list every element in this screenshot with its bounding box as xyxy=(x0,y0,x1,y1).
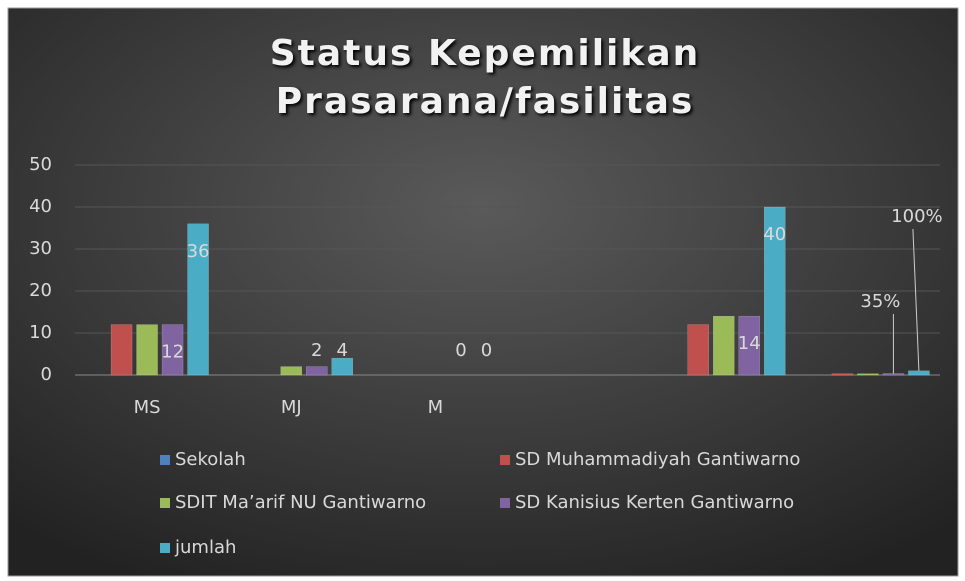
data-label: 0 xyxy=(481,340,492,361)
y-tick-label: 30 xyxy=(29,238,52,259)
legend-marker xyxy=(500,498,510,508)
legend-marker xyxy=(160,543,170,553)
bar xyxy=(331,357,353,376)
y-tick-label: 20 xyxy=(29,280,52,301)
legend-label: SDIT Ma’arif NU Gantiwarno xyxy=(175,492,426,513)
bar xyxy=(136,324,158,376)
leader-line xyxy=(912,228,920,371)
data-label: 4 xyxy=(337,340,348,361)
bar xyxy=(831,373,854,376)
legend-marker xyxy=(500,455,510,465)
x-tick-label: M xyxy=(428,397,444,418)
data-label: 14 xyxy=(738,333,761,354)
chart-background xyxy=(7,7,959,577)
bar xyxy=(187,223,209,376)
bar xyxy=(713,315,735,376)
y-tick-label: 40 xyxy=(29,196,52,217)
bar xyxy=(110,324,133,376)
data-label: 36 xyxy=(187,241,210,262)
data-label: 2 xyxy=(311,340,322,361)
bar xyxy=(857,373,879,376)
bar xyxy=(908,370,930,376)
data-label: 12 xyxy=(161,342,184,363)
y-tick-label: 0 xyxy=(41,364,52,385)
chart-title: Status Kepemilikan Prasarana/fasilitas xyxy=(269,33,701,122)
data-label: 0 xyxy=(455,340,466,361)
x-tick-label: MJ xyxy=(281,397,302,418)
y-tick-label: 10 xyxy=(29,322,52,343)
bar xyxy=(687,324,709,376)
legend-marker xyxy=(160,455,170,465)
legend-label: SD Muhammadiyah Gantiwarno xyxy=(515,449,800,470)
data-label: 40 xyxy=(763,224,786,245)
bar xyxy=(738,315,760,376)
bar xyxy=(306,366,328,376)
legend-label: jumlah xyxy=(174,537,236,558)
bar xyxy=(882,373,905,376)
data-label: 100% xyxy=(891,206,942,227)
bar xyxy=(280,366,302,376)
data-label: 35% xyxy=(860,291,900,312)
y-tick-label: 50 xyxy=(29,154,52,175)
legend-marker xyxy=(160,498,170,508)
bar xyxy=(161,324,184,376)
x-tick-label: MS xyxy=(134,397,161,418)
bar xyxy=(764,206,786,376)
legend-label: SD Kanisius Kerten Gantiwarno xyxy=(515,492,794,513)
legend-label: Sekolah xyxy=(175,449,246,470)
